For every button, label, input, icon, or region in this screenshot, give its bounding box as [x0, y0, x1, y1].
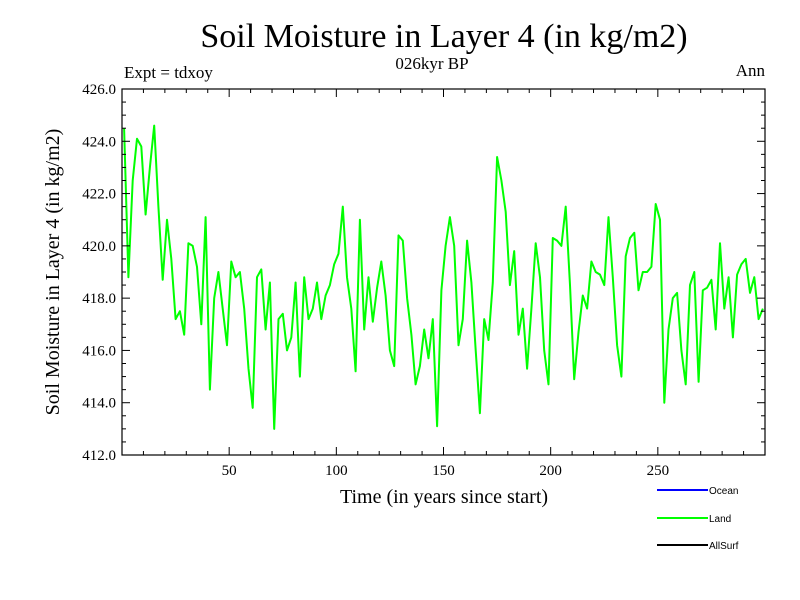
- y-tick-label: 412.0: [82, 448, 116, 464]
- legend-label-land: Land: [709, 514, 731, 525]
- y-axis-label: Soil Moisture in Layer 4 (in kg/m2): [42, 129, 64, 416]
- x-tick-label: 250: [647, 463, 670, 479]
- x-tick-label: 100: [325, 463, 348, 479]
- x-tick-label: 150: [432, 463, 455, 479]
- y-tick-label: 422.0: [82, 187, 116, 203]
- chart-title: Soil Moisture in Layer 4 (in kg/m2): [200, 18, 687, 55]
- legend-label-ocean: Ocean: [709, 486, 738, 497]
- y-tick-label: 416.0: [82, 343, 116, 359]
- x-axis-label: Time (in years since start): [340, 486, 548, 508]
- plot-area: [123, 124, 764, 430]
- season-label: Ann: [736, 61, 766, 80]
- y-tick-label: 414.0: [82, 396, 116, 412]
- y-tick-label: 420.0: [82, 239, 116, 255]
- x-tick-label: 200: [539, 463, 562, 479]
- y-tick-label: 426.0: [82, 82, 116, 98]
- legend: Ocean Land AllSurf: [657, 486, 739, 552]
- y-tick-label: 418.0: [82, 291, 116, 307]
- legend-label-allsurf: AllSurf: [709, 541, 739, 552]
- chart-subtitle: 026kyr BP: [395, 54, 468, 73]
- experiment-label: Expt = tdxoy: [124, 63, 213, 82]
- x-tick-label: 50: [222, 463, 237, 479]
- y-tick-label: 424.0: [82, 134, 116, 150]
- axis-ticks: 50 100 150 200 250 412.0 414.0 416.0 418.0 420.0 4…: [82, 82, 765, 479]
- series-line-land: [123, 124, 764, 430]
